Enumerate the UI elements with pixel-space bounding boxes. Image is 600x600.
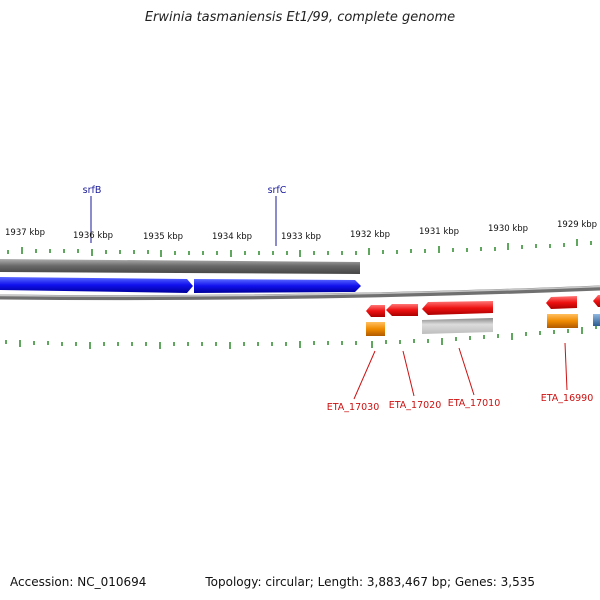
ETA_17030-leader <box>353 350 376 400</box>
cds-srfC-arrow <box>194 279 361 293</box>
gene-label-ETA_17010: ETA_17010 <box>448 398 501 409</box>
cds-ETA_16990-arrow <box>546 296 577 309</box>
cds-ETA_17030-arrow <box>366 305 385 317</box>
scale-label: 1930 kbp <box>488 224 528 234</box>
top-tick-marks <box>7 239 592 257</box>
bottom-gene-labels: ETA_17030 ETA_17020 ETA_17010 ETA_16990 <box>327 393 594 413</box>
scale-label: 1932 kbp <box>350 230 390 240</box>
genome-backbone <box>0 285 600 301</box>
genome-summary-text: Topology: circular; Length: 3,883,467 bp… <box>205 575 535 589</box>
scale-label: 1931 kbp <box>419 227 459 237</box>
cds-partial-arrow <box>593 295 600 307</box>
scale-label: 1934 kbp <box>212 232 252 242</box>
ETA_17020-leader <box>402 350 415 397</box>
genome-backbone-highlight <box>0 285 600 297</box>
feature-orange-1 <box>366 322 385 336</box>
scale-labels: 1937 kbp 1936 kbp 1935 kbp 1934 kbp 1933… <box>5 220 597 242</box>
feature-orange-2 <box>547 314 578 328</box>
scale-label: 1936 kbp <box>73 231 113 241</box>
scale-label: 1937 kbp <box>5 228 45 238</box>
cds-ETA_17020-arrow <box>386 304 418 316</box>
ETA_17010-leader <box>458 347 475 396</box>
bottom-tick-marks <box>5 325 597 349</box>
gene-label-ETA_16990: ETA_16990 <box>541 393 594 404</box>
gene-label-ETA_17030: ETA_17030 <box>327 402 380 413</box>
bottom-scale <box>5 325 597 349</box>
top-gene-labels: srfB srfC <box>83 185 287 196</box>
top-scale <box>7 239 592 257</box>
gene-label-srfB: srfB <box>83 185 102 196</box>
gene-track-reverse <box>422 318 493 334</box>
gene-label-srfC: srfC <box>268 185 287 196</box>
accession-text: Accession: NC_010694 <box>10 575 147 589</box>
ETA_16990-leader <box>564 342 568 391</box>
cds-ETA_17010-arrow <box>422 301 493 315</box>
gene-track-forward <box>0 259 360 274</box>
gene-label-ETA_17020: ETA_17020 <box>389 400 442 411</box>
genome-title: Erwinia tasmaniensis Et1/99, complete ge… <box>144 10 456 25</box>
scale-label: 1929 kbp <box>557 220 597 230</box>
scale-label: 1933 kbp <box>281 232 321 242</box>
scale-label: 1935 kbp <box>143 232 183 242</box>
cds-srfB-arrow <box>0 277 193 293</box>
feature-blue-partial <box>593 314 600 326</box>
